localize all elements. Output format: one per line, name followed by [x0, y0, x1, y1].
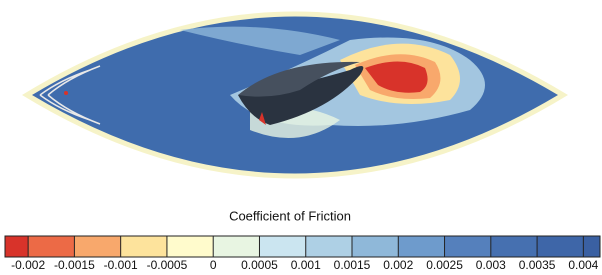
chart: Coefficient of Friction -0.002 -0.0015 -0.…	[0, 0, 602, 275]
colorbar-tick-label: -0.0015	[54, 258, 95, 272]
colorbar-band	[74, 236, 120, 257]
colorbar-tick-label: 0.002	[383, 258, 413, 272]
colorbar-tick-label: -0.001	[104, 258, 138, 272]
colorbar-band	[352, 236, 398, 257]
colorbar-tick-label: 0.001	[291, 258, 321, 272]
page: {"chart_data": {"type": "contour", "colo…	[0, 0, 602, 275]
colorbar-tick-label: 0.0035	[519, 258, 556, 272]
colorbar-band	[398, 236, 444, 257]
colorbar-label: Coefficient of Friction	[229, 208, 351, 223]
colorbar-tick-label: -0.0005	[147, 258, 188, 272]
colorbar-band	[445, 236, 491, 257]
colorbar-band	[491, 236, 537, 257]
colorbar-tick-label: 0	[210, 258, 217, 272]
colorbar-band	[213, 236, 259, 257]
colorbar-tick-label: 0.004	[568, 258, 598, 272]
colorbar-band	[583, 236, 600, 257]
colorbar-band	[259, 236, 305, 257]
colorbar-band	[537, 236, 583, 257]
colorbar-band	[167, 236, 213, 257]
colorbar-tick-label: 0.003	[476, 258, 506, 272]
colorbar-band	[28, 236, 74, 257]
colorbar-band	[5, 236, 28, 257]
contour-band	[64, 91, 68, 95]
hull-render	[22, 12, 568, 179]
colorbar-band	[121, 236, 167, 257]
colorbar-tick-label: 0.0025	[426, 258, 463, 272]
colorbar-band	[306, 236, 352, 257]
colorbar-tick-label: -0.002	[11, 258, 45, 272]
colorbar-tick-label: 0.0015	[334, 258, 371, 272]
colorbar-tick-label: 0.0005	[241, 258, 278, 272]
